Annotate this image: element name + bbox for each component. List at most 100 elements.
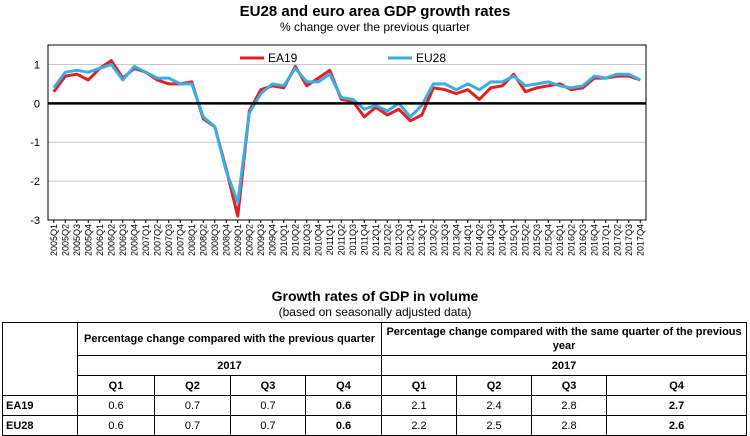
x-tick-label: 2007Q1 [141,224,151,256]
x-tick-label: 2016Q3 [578,224,588,256]
header-same-quarter-prev-year: Percentage change compared with the same… [381,322,748,356]
x-tick-label: 2011Q2 [336,224,346,255]
x-tick-label: 2013Q4 [451,224,461,256]
x-tick-label: 2012Q2 [382,224,392,256]
x-tick-label: 2009Q3 [256,224,266,256]
gdp-growth-table: Percentage change compared with the prev… [2,322,748,436]
series-line-eu28 [52,62,641,204]
x-tick-label: 2009Q4 [267,224,277,256]
x-tick-label: 2005Q4 [83,224,93,256]
x-tick-label: 2012Q4 [405,224,415,256]
quarter-header: Q4 [606,375,748,396]
table-cell: 2.8 [531,395,608,416]
year-header-prev: 2017 [76,355,383,376]
x-tick-label: 2010Q2 [290,224,300,256]
quarter-header: Q1 [381,375,458,396]
table-cell: 2.5 [456,415,533,436]
table-cell: 0.7 [230,395,306,416]
x-tick-label: 2009Q1 [233,224,243,256]
x-tick-label: 2005Q3 [72,224,82,256]
x-tick-label: 2008Q1 [187,224,197,256]
quarter-header: Q1 [77,375,155,396]
table-row: EA19 0.6 0.7 0.7 0.6 2.1 2.4 2.8 2.7 [2,395,748,416]
row-label: EA19 [2,395,78,416]
table-cell: 0.6 [304,415,383,436]
table-corner-cell [2,322,78,396]
table-cell: 2.8 [531,415,608,436]
x-tick-label: 2010Q4 [313,224,323,256]
legend-label: EU28 [416,51,446,65]
x-tick-label: 2008Q3 [210,224,220,256]
x-tick-label: 2008Q4 [221,224,231,256]
x-tick-label: 2016Q2 [566,224,576,256]
table-cell: 2.6 [606,415,748,436]
table-row: EU28 0.6 0.7 0.7 0.6 2.2 2.5 2.8 2.6 [2,415,748,436]
x-tick-label: 2012Q1 [371,224,381,256]
table-cell: 0.6 [77,415,155,436]
x-tick-label: 2016Q1 [555,224,565,256]
x-tick-label: 2013Q2 [428,224,438,256]
x-tick-label: 2005Q2 [60,224,70,256]
x-tick-label: 2012Q3 [394,224,404,256]
x-tick-label: 2017Q1 [601,224,611,256]
x-tick-label: 2017Q4 [635,224,645,256]
table-cell: 0.7 [230,415,306,436]
x-tick-label: 2007Q2 [152,224,162,256]
x-tick-label: 2015Q2 [520,224,530,256]
x-tick-label: 2006Q2 [106,224,116,256]
x-tick-label: 2009Q2 [244,224,254,256]
y-tick-label: 1 [34,59,40,71]
x-tick-label: 2015Q4 [543,224,553,256]
y-tick-label: -3 [30,215,40,227]
year-header-yoy: 2017 [381,355,748,376]
table-cell: 0.6 [77,395,155,416]
x-tick-label: 2008Q2 [198,224,208,256]
table-cell: 2.1 [381,395,458,416]
y-tick-label: 0 [34,98,40,110]
quarter-header: Q2 [456,375,533,396]
x-tick-label: 2011Q3 [348,224,358,255]
x-tick-label: 2014Q4 [497,224,507,256]
x-tick-label: 2006Q4 [129,224,139,256]
x-tick-label: 2007Q4 [175,224,185,256]
x-tick-label: 2013Q3 [440,224,450,256]
x-tick-label: 2015Q3 [532,224,542,256]
chart-title: EU28 and euro area GDP growth rates [239,3,511,20]
table-cell: 0.6 [304,395,383,416]
row-label: EU28 [2,415,78,436]
table-cell: 0.7 [154,415,231,436]
x-tick-label: 2017Q2 [612,224,622,256]
x-tick-label: 2011Q1 [325,224,335,255]
x-tick-label: 2014Q2 [474,224,484,256]
table-cell: 0.7 [154,395,231,416]
table-title: Growth rates of GDP in volume [271,288,479,304]
x-tick-label: 2006Q3 [118,224,128,256]
x-tick-label: 2010Q3 [302,224,312,256]
table-cell: 2.4 [456,395,533,416]
x-tick-label: 2014Q3 [486,224,496,256]
x-tick-label: 2014Q1 [463,224,473,256]
table-cell: 2.2 [381,415,458,436]
x-tick-label: 2017Q3 [624,224,634,256]
x-tick-label: 2011Q4 [359,224,369,255]
x-tick-label: 2005Q1 [49,224,59,256]
y-tick-label: -1 [30,137,40,149]
quarter-header: Q4 [304,375,383,396]
x-tick-label: 2010Q1 [279,224,289,256]
x-tick-label: 2006Q1 [95,224,105,256]
chart-subtitle: % change over the previous quarter [279,20,471,34]
header-prev-quarter: Percentage change compared with the prev… [76,322,383,356]
plot-area-frame [47,44,647,221]
x-tick-label: 2016Q4 [589,224,599,256]
x-tick-label: 2015Q1 [509,224,519,256]
y-tick-label: -2 [30,176,40,188]
quarter-header: Q2 [154,375,231,396]
x-tick-label: 2013Q1 [417,224,427,256]
table-cell: 2.7 [606,395,748,416]
table-subtitle: (based on seasonally adjusted data) [278,305,472,319]
quarter-header: Q3 [230,375,306,396]
x-tick-label: 2007Q3 [164,224,174,256]
quarter-header: Q3 [531,375,608,396]
legend-label: EA19 [268,51,298,65]
